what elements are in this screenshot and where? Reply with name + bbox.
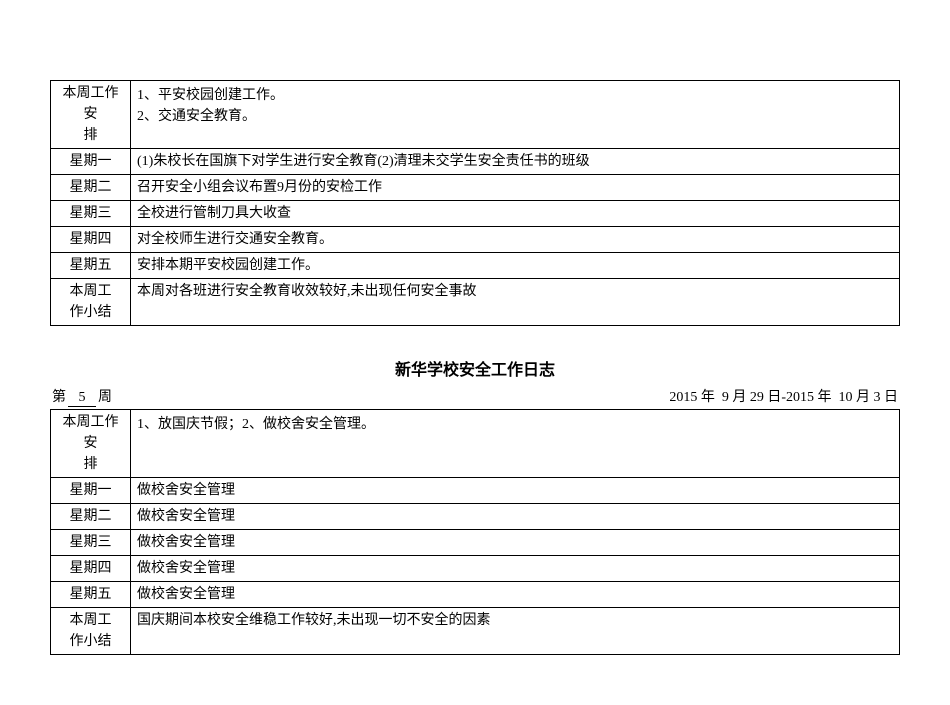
day-content: 对全校师生进行交通安全教育。	[131, 227, 900, 253]
day-label: 星期五	[51, 253, 131, 279]
summary-content: 本周对各班进行安全教育收效较好,未出现任何安全事故	[131, 279, 900, 326]
summary-row: 本周工作小结 本周对各班进行安全教育收效较好,未出现任何安全事故	[51, 279, 900, 326]
day-label: 星期二	[51, 504, 131, 530]
table-row: 星期五 做校舍安全管理	[51, 582, 900, 608]
day-content: 召开安全小组会议布置9月份的安检工作	[131, 175, 900, 201]
week-number: 5	[68, 390, 96, 407]
summary-row: 本周工作小结 国庆期间本校安全维稳工作较好,未出现一切不安全的因素	[51, 608, 900, 655]
day-content: (1)朱校长在国旗下对学生进行安全教育(2)清理未交学生安全责任书的班级	[131, 149, 900, 175]
day-label: 星期一	[51, 478, 131, 504]
day-content: 全校进行管制刀具大收查	[131, 201, 900, 227]
day-label: 星期五	[51, 582, 131, 608]
table-row: 星期三 做校舍安全管理	[51, 530, 900, 556]
meta-row: 第5周 2015 年 9 月 29 日-2015 年 10 月 3 日	[50, 386, 900, 407]
table-row: 星期一 (1)朱校长在国旗下对学生进行安全教育(2)清理未交学生安全责任书的班级	[51, 149, 900, 175]
arrange-content: 1、平安校园创建工作。2、交通安全教育。	[131, 81, 900, 149]
day-label: 星期一	[51, 149, 131, 175]
section-title: 新华学校安全工作日志	[50, 356, 900, 380]
day-content: 做校舍安全管理	[131, 582, 900, 608]
week-indicator: 第5周	[52, 386, 112, 407]
day-label: 星期三	[51, 201, 131, 227]
table-row: 星期四 对全校师生进行交通安全教育。	[51, 227, 900, 253]
summary-label: 本周工作小结	[51, 608, 131, 655]
arrange-label: 本周工作安排	[51, 410, 131, 478]
day-content: 做校舍安全管理	[131, 556, 900, 582]
day-label: 星期二	[51, 175, 131, 201]
arrange-content: 1、放国庆节假；2、做校舍安全管理。	[131, 410, 900, 478]
day-content: 做校舍安全管理	[131, 504, 900, 530]
day-content: 做校舍安全管理	[131, 530, 900, 556]
log-table-1: 本周工作安排 1、平安校园创建工作。2、交通安全教育。 星期一 (1)朱校长在国…	[50, 80, 900, 326]
arrange-row: 本周工作安排 1、放国庆节假；2、做校舍安全管理。	[51, 410, 900, 478]
day-label: 星期四	[51, 556, 131, 582]
arrange-label: 本周工作安排	[51, 81, 131, 149]
table-row: 星期一 做校舍安全管理	[51, 478, 900, 504]
table-row: 星期二 召开安全小组会议布置9月份的安检工作	[51, 175, 900, 201]
summary-label: 本周工作小结	[51, 279, 131, 326]
day-label: 星期四	[51, 227, 131, 253]
day-label: 星期三	[51, 530, 131, 556]
week-prefix: 第	[52, 390, 66, 405]
date-range: 2015 年 9 月 29 日-2015 年 10 月 3 日	[669, 386, 898, 407]
table-row: 星期三 全校进行管制刀具大收查	[51, 201, 900, 227]
day-content: 做校舍安全管理	[131, 478, 900, 504]
table-row: 星期五 安排本期平安校园创建工作。	[51, 253, 900, 279]
week-suffix: 周	[98, 390, 112, 405]
arrange-row: 本周工作安排 1、平安校园创建工作。2、交通安全教育。	[51, 81, 900, 149]
summary-content: 国庆期间本校安全维稳工作较好,未出现一切不安全的因素	[131, 608, 900, 655]
table-row: 星期四 做校舍安全管理	[51, 556, 900, 582]
day-content: 安排本期平安校园创建工作。	[131, 253, 900, 279]
table-row: 星期二 做校舍安全管理	[51, 504, 900, 530]
log-table-2: 本周工作安排 1、放国庆节假；2、做校舍安全管理。 星期一 做校舍安全管理 星期…	[50, 409, 900, 655]
